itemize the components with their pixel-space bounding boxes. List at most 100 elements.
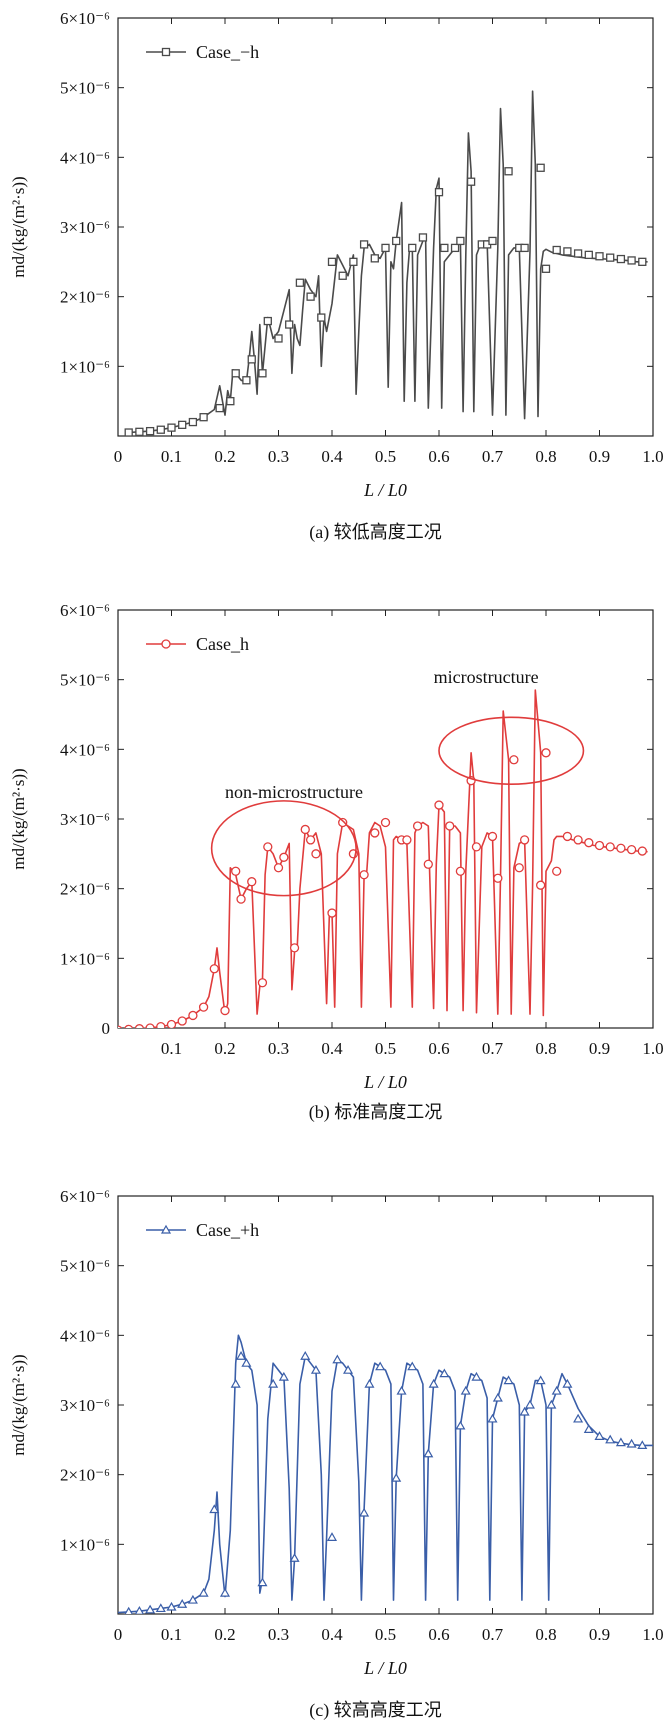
data-point [626,845,637,855]
y-tick-label: 1×10⁻⁶ [60,949,110,968]
data-point [466,177,476,186]
data-point [327,908,337,918]
y-tick-label: 3×10⁻⁶ [60,1396,110,1415]
data-point [118,1025,123,1028]
data-point [247,877,257,887]
x-tick-label: 0.6 [428,1625,449,1644]
x-tick-label: 1.0 [642,1039,663,1058]
x-tick-label: 0.8 [535,447,556,466]
data-point [552,866,562,876]
annotation-label: microstructure [434,667,539,687]
data-point [135,427,144,436]
x-tick-label: 0.4 [321,1039,343,1058]
data-point [359,240,369,249]
legend: Case_−h [146,42,259,62]
data-point [364,1378,375,1388]
data-point [326,1532,338,1541]
x-tick-label: 0.3 [268,447,289,466]
legend-marker [161,639,171,649]
data-point [546,1399,557,1409]
y-tick-label: 0 [102,1019,111,1038]
data-point [455,1420,466,1430]
panel-caption: (c) 较高高度工况 [309,1700,441,1721]
data-point [407,1361,418,1371]
data-point [380,817,391,828]
x-tick-label: 0.7 [482,447,504,466]
y-axis-label: md/(kg/(m²·s)) [9,768,28,869]
data-point [124,1606,133,1614]
y-tick-label: 6×10⁻⁶ [60,9,110,28]
data-point [317,313,326,322]
data-point [487,1413,498,1423]
y-tick-label: 4×10⁻⁶ [60,148,110,167]
data-point [145,1604,156,1614]
x-tick-label: 0.4 [321,447,343,466]
data-point [455,866,466,876]
data-point [273,863,284,873]
plot-area [124,90,648,436]
data-point [524,1399,535,1409]
data-point [487,831,498,842]
y-tick-label: 6×10⁻⁶ [60,601,110,620]
y-tick-label: 4×10⁻⁶ [60,1326,110,1345]
data-point [343,1364,354,1374]
y-tick-label: 2×10⁻⁶ [60,880,110,899]
data-point [375,1361,386,1371]
data-point [536,880,546,890]
data-point [295,278,305,287]
data-point [615,1437,626,1447]
data-point [332,1354,343,1364]
data-point [434,800,444,810]
x-tick-label: 0.9 [589,1625,610,1644]
data-point [289,943,300,953]
data-point [370,828,380,838]
y-tick-label: 4×10⁻⁶ [60,740,110,759]
data-point [535,1375,546,1385]
data-point [520,243,529,253]
data-point [215,403,224,413]
data-point [268,1378,279,1388]
data-point [573,835,583,845]
data-point [573,249,583,258]
data-point [156,425,165,434]
data-point [439,1368,450,1378]
data-point [594,1431,605,1440]
data-point [310,1364,321,1374]
data-point [279,852,289,862]
data-point [573,1413,584,1423]
data-point [514,863,524,873]
x-tick-label: 0.6 [428,447,449,466]
y-tick-label: 3×10⁻⁶ [60,810,110,829]
data-point [198,1587,209,1597]
data-point [134,1606,144,1614]
data-point [338,817,348,828]
data-point [231,369,240,378]
data-point [370,254,379,263]
annotation-ellipse [210,800,357,897]
data-point [492,1392,503,1402]
plot-frame [117,1195,654,1615]
data-point [257,978,268,988]
data-point [124,1024,134,1028]
data-point [198,1002,209,1012]
series-line [128,90,648,434]
data-point [166,1019,177,1028]
data-point [423,1448,434,1458]
x-tick-label: 0.5 [375,1039,396,1058]
x-tick-label: 0.5 [375,447,396,466]
data-point [408,243,417,253]
data-point [226,397,235,406]
data-point [381,243,390,253]
data-point [305,835,316,845]
data-point [616,843,626,853]
data-point [188,1010,198,1021]
data-point [263,316,272,326]
data-point [231,866,241,876]
x-tick-label: 0.2 [214,1039,235,1058]
data-point [327,257,337,266]
x-tick-label: 0.2 [214,447,235,466]
x-tick-label: 0.8 [535,1039,556,1058]
data-point [488,236,497,246]
legend-label: Case_h [196,634,249,654]
data-point [188,417,198,427]
